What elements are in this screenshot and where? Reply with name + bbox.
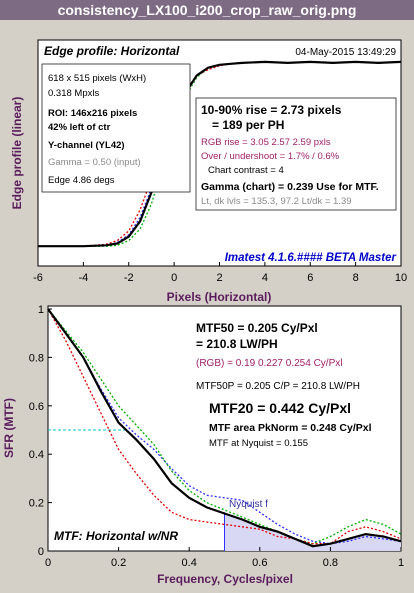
edge-profile-marks [38,60,402,248]
info-roi: ROI: 146x216 pixels [48,108,137,119]
edge-x-tick-label: 4 [262,272,268,284]
nyquist-label: Nyquist f [229,499,268,510]
mtf-y-axis-label: SFR (MTF) [2,398,16,458]
mtf-x-tick-label: 0.2 [111,557,126,569]
edge-x-axis-label: Pixels (Horizontal) [167,290,272,304]
stat-mtf-nyquist: MTF at Nyquist = 0.155 [209,438,308,449]
stat-mtf50p: MTF50P = 0.205 C/P = 210.8 LW/PH [196,381,360,392]
mtf-y-ticks: 0 0.2 0.4 0.6 0.8 1 [29,304,52,558]
stat-levels: Lt, dk lvls = 135.3, 97.2 Lt/dk = 1.39 [201,196,352,207]
mtf-x-tick-label: 0.6 [252,557,267,569]
stat-gamma-chart: Gamma (chart) = 0.239 Use for MTF. [201,181,379,193]
info-mpxls: 0.318 Mpxls [48,88,99,99]
edge-stats-box [195,97,397,211]
edge-y-axis-label: Edge profile (linear) [10,97,24,210]
edge-series-0 [38,60,402,248]
imatest-watermark: Imatest 4.1.6.#### BETA Master [225,252,397,264]
info-dims: 618 x 515 pixels (WxH) [48,73,146,84]
edge-x-tick-label: -2 [124,272,134,284]
stat-rgb-rise: RGB rise = 3.05 2.57 2.59 pxls [201,137,331,148]
mtf-x-tick-label: 0 [45,557,51,569]
stat-rise-ph: = 189 per PH [212,118,284,132]
edge-x-tick-label: 2 [216,272,222,284]
mtf-y-tick-label: 0.8 [29,352,44,364]
mtf-y-tick-label: 0.2 [29,498,44,510]
stat-mtf-area: MTF area PkNorm = 0.248 Cy/Pxl [209,422,372,434]
mtf-marks [47,308,402,551]
stat-mtf20: MTF20 = 0.442 Cy/Pxl [209,400,351,416]
info-edge-angle: Edge 4.86 degs [48,175,115,186]
edge-info-box [41,63,191,193]
mtf-caption: MTF: Horizontal w/NR [54,529,178,543]
edge-x-ticks: -6 -4 -2 0 2 4 6 8 10 [33,262,407,284]
mtf-y-tick-label: 1 [38,304,44,316]
edge-x-tick-label: -6 [33,272,43,284]
mtf-y-tick-label: 0 [38,546,44,558]
mtf-x-axis-label: Frequency, Cycles/pixel [157,572,293,586]
info-channel: Y-channel (YL42) [48,140,125,151]
stat-rise: 10-90% rise = 2.73 pixels [201,103,342,117]
edge-x-tick-label: -4 [78,272,88,284]
stat-mtf50-lw: = 210.8 LW/PH [196,337,278,351]
stat-overshoot: Over / undershoot = 1.7% / 0.6% [201,151,340,162]
nyquist-area-shading [224,513,401,551]
edge-x-tick-label: 8 [353,272,359,284]
mtf-x-tick-label: 1 [398,557,404,569]
title-bar [0,0,414,20]
edge-panel-title: Edge profile: Horizontal [44,44,180,58]
mtf-series-3 [47,308,402,545]
mtf-x-ticks: 0 0.2 0.4 0.6 0.8 1 [45,547,404,569]
mtf-series-0 [47,308,402,548]
info-position: 42% left of ctr [48,122,111,133]
window-title: consistency_LX100_i200_crop_raw_orig.png [58,2,357,18]
mtf-y-tick-label: 0.4 [29,449,44,461]
mtf-series-1 [47,308,402,545]
edge-x-tick-label: 6 [307,272,313,284]
edge-x-tick-label: 10 [395,272,407,284]
mtf-x-tick-label: 0.4 [182,557,197,569]
mtf-x-tick-label: 0.8 [323,557,338,569]
stat-contrast: Chart contrast = 4 [208,165,284,176]
stat-mtf50: MTF50 = 0.205 Cy/Pxl [196,321,318,335]
info-gamma-input: Gamma = 0.50 (input) [48,157,141,168]
edge-timestamp: 04-May-2015 13:49:29 [295,47,396,58]
mtf-plot-area [47,305,402,552]
mtf-y-tick-label: 0.6 [29,401,44,413]
stat-mtf50-rgb: (RGB) = 0.19 0.227 0.254 Cy/Pxl [196,358,342,369]
edge-x-tick-label: 0 [171,272,177,284]
